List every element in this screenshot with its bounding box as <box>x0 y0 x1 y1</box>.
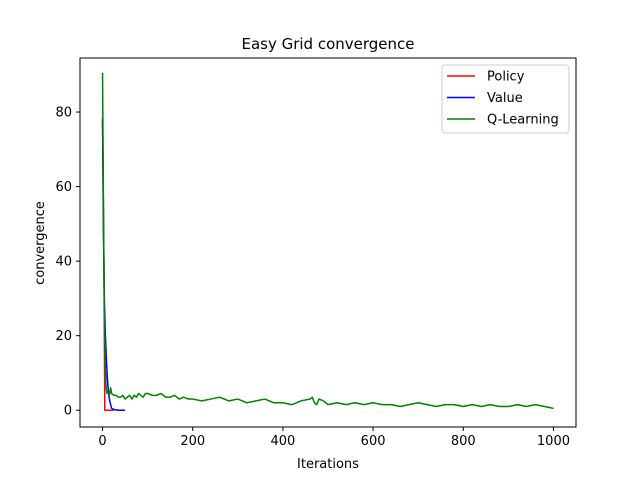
y-tick-label: 80 <box>55 106 72 121</box>
x-axis-label: Iterations <box>297 457 359 472</box>
x-tick-label: 400 <box>270 434 295 449</box>
y-tick-label: 0 <box>64 404 72 419</box>
legend-label: Value <box>487 91 523 106</box>
x-tick-label: 0 <box>98 434 106 449</box>
legend-label: Policy <box>487 70 525 85</box>
series-line-q-learning <box>101 72 554 410</box>
x-tick-label: 800 <box>451 434 476 449</box>
y-tick-label: 40 <box>55 255 72 270</box>
x-tick-label: 200 <box>180 434 205 449</box>
legend: Policy Value Q-Learning <box>441 64 570 134</box>
legend-box <box>441 64 570 134</box>
y-axis: 0 20 40 60 80 <box>55 106 80 419</box>
x-axis: 0 200 400 600 800 1000 <box>98 427 570 449</box>
y-tick-label: 60 <box>55 180 72 195</box>
legend-label: Q-Learning <box>487 113 559 128</box>
x-tick-label: 1000 <box>537 434 570 449</box>
plot-frame <box>79 57 577 428</box>
chart-title: Easy Grid convergence <box>241 35 414 53</box>
x-tick-label: 600 <box>361 434 386 449</box>
y-tick-label: 20 <box>55 329 72 344</box>
y-axis-label: convergence <box>33 201 48 285</box>
